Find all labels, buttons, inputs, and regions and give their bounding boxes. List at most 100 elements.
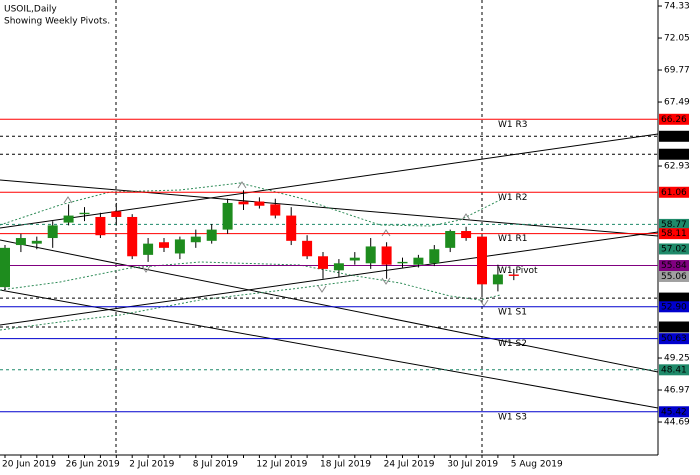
candle-body xyxy=(365,246,376,264)
candle-body xyxy=(254,201,265,206)
level-label: 55.06 xyxy=(661,272,687,282)
level-label: 66.26 xyxy=(661,115,687,125)
level-box xyxy=(659,148,689,160)
candle-body xyxy=(111,211,122,217)
candle-body xyxy=(445,231,456,248)
level-box xyxy=(659,364,689,376)
level-box xyxy=(659,270,689,282)
level-label: 48.41 xyxy=(661,365,687,375)
x-tick-label: 24 Jul 2019 xyxy=(384,460,435,470)
candle-body xyxy=(318,256,328,269)
candle-body xyxy=(31,240,42,244)
x-tick-label: 5 Aug 2019 xyxy=(511,460,563,470)
candle-body xyxy=(302,240,313,257)
candle-body xyxy=(477,236,487,285)
pivot-label: W1 R1 xyxy=(498,234,527,244)
candle-body xyxy=(413,257,424,265)
pivot-label: W1 S1 xyxy=(498,307,527,317)
candle-body xyxy=(63,215,74,223)
trend-line xyxy=(0,133,659,229)
candle-body xyxy=(174,239,185,254)
candle-body xyxy=(461,231,472,239)
x-tick-label: 26 Jun 2019 xyxy=(66,460,120,470)
y-tick-label: 62.93 xyxy=(664,162,690,172)
level-label: 58.77 xyxy=(661,220,687,230)
level-box xyxy=(659,321,689,333)
candle-body xyxy=(79,212,90,215)
level-label: 58.11 xyxy=(661,229,687,239)
level-box xyxy=(659,130,689,142)
candle-body xyxy=(492,274,503,285)
y-tick-label: 49.25 xyxy=(664,354,690,364)
level-box xyxy=(659,292,689,304)
x-tick-label: 18 Jul 2019 xyxy=(320,460,371,470)
candle-body xyxy=(206,229,217,241)
pivot-label: W1 R2 xyxy=(498,193,527,203)
candle-body xyxy=(0,247,10,288)
level-box xyxy=(659,243,689,255)
candle-body xyxy=(270,204,281,216)
pivot-label: W1 R3 xyxy=(498,120,527,130)
x-tick-label: 20 Jun 2019 xyxy=(2,460,56,470)
level-box xyxy=(659,301,689,313)
level-box xyxy=(659,406,689,418)
x-tick-label: 30 Jul 2019 xyxy=(447,460,498,470)
y-tick-label: 72.05 xyxy=(664,34,690,44)
envelope-outer xyxy=(0,279,361,331)
level-label: 51.46 xyxy=(661,323,687,333)
level-box xyxy=(659,260,689,272)
level-label: 65.05 xyxy=(661,132,687,142)
candle-body xyxy=(95,216,106,236)
level-box xyxy=(659,333,689,345)
pivot-note: Showing Weekly Pivots. xyxy=(4,17,110,27)
level-label: 63.77 xyxy=(661,150,687,160)
y-tick-label: 46.97 xyxy=(664,386,690,396)
y-tick-label: 69.77 xyxy=(664,66,690,76)
x-tick-label: 8 Jul 2019 xyxy=(193,460,238,470)
candle-body xyxy=(238,201,249,205)
candle-body xyxy=(190,236,201,243)
level-box xyxy=(659,218,689,230)
candle-body xyxy=(429,249,440,264)
candle-body xyxy=(159,242,169,248)
candle-body xyxy=(127,216,138,257)
level-box xyxy=(659,113,689,125)
candle-body xyxy=(333,263,344,271)
pivot-label: W1 Pivot xyxy=(498,266,538,276)
x-tick-label: 2 Jul 2019 xyxy=(129,460,174,470)
level-label: 55.84 xyxy=(661,261,687,271)
level-box xyxy=(659,186,689,198)
candle-body xyxy=(508,274,519,276)
level-label: 53.52 xyxy=(661,294,687,304)
candle-body xyxy=(47,225,58,239)
candle-body xyxy=(286,215,297,241)
candle-body xyxy=(143,243,154,255)
candle-body xyxy=(381,246,392,265)
pivot-label: W1 S3 xyxy=(498,412,527,422)
indicators xyxy=(0,0,659,455)
candle-body xyxy=(222,202,233,230)
trend-line xyxy=(0,239,659,373)
level-label: 57.02 xyxy=(661,244,687,254)
y-tick-label: 44.69 xyxy=(664,418,690,428)
envelope-lower xyxy=(0,261,501,301)
level-box xyxy=(659,228,689,240)
level-label: 52.90 xyxy=(661,302,687,312)
y-tick-label: 67.49 xyxy=(664,98,690,108)
candle-body xyxy=(397,261,408,264)
level-label: 50.63 xyxy=(661,334,687,344)
fractal-down xyxy=(141,265,489,307)
envelope-upper xyxy=(0,182,501,227)
candle-body xyxy=(15,238,26,246)
y-tick-label: 74.33 xyxy=(664,2,690,12)
level-label: 61.06 xyxy=(661,188,687,198)
level-label: 45.42 xyxy=(661,407,687,417)
trend-line xyxy=(0,289,659,409)
symbol-label: USOIL,Daily xyxy=(4,5,57,15)
candle-body xyxy=(349,257,360,261)
pivot-label: W1 S2 xyxy=(498,339,527,349)
x-tick-label: 12 Jul 2019 xyxy=(256,460,307,470)
fractal-up xyxy=(63,181,471,237)
